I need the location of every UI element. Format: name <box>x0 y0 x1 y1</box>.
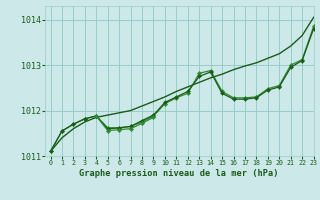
X-axis label: Graphe pression niveau de la mer (hPa): Graphe pression niveau de la mer (hPa) <box>79 169 279 178</box>
